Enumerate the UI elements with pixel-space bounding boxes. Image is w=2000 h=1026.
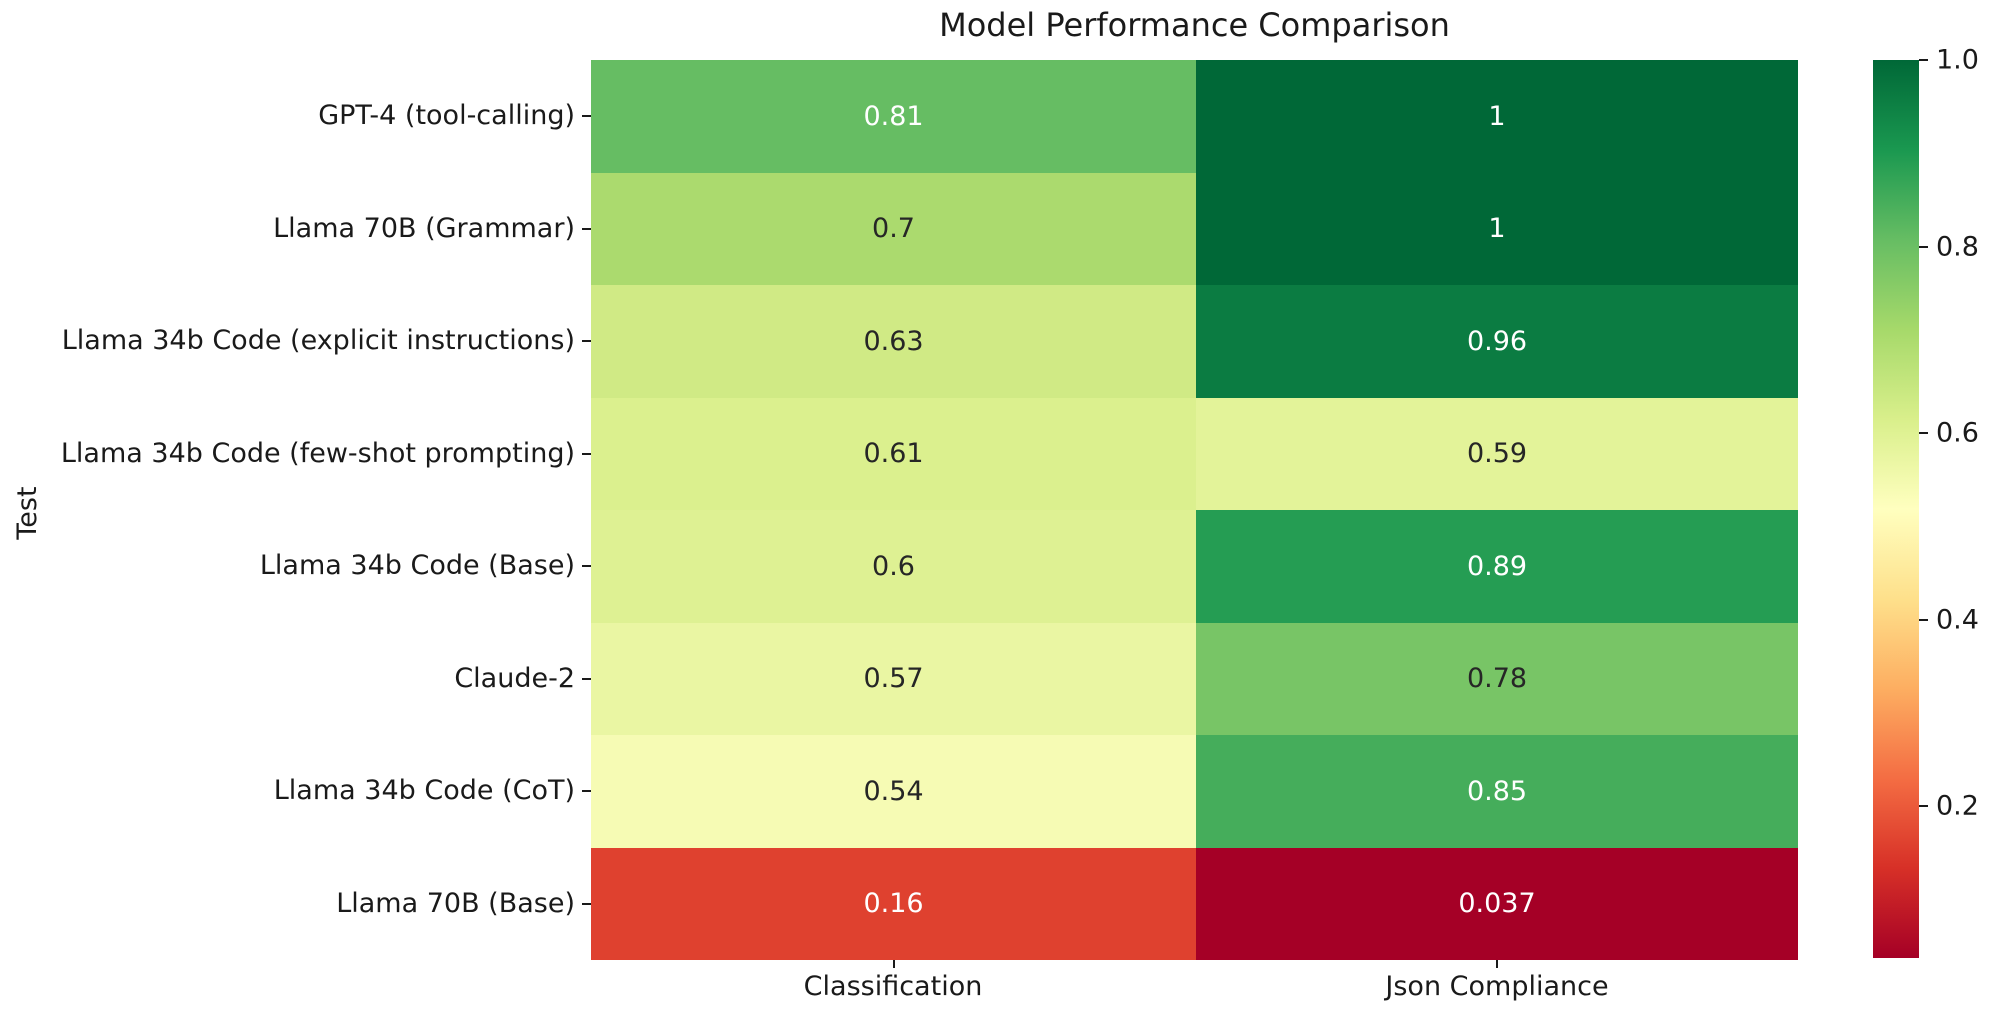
cell-value: 0.78 bbox=[1466, 663, 1528, 695]
heatmap-cell: 1 bbox=[1196, 60, 1798, 173]
colorbar-tick-label: 1.0 bbox=[1936, 44, 1979, 76]
cell-value: 0.16 bbox=[863, 888, 924, 920]
heatmap-cell: 0.16 bbox=[591, 847, 1196, 960]
y-tick-mark bbox=[582, 227, 591, 230]
colorbar-tick-mark bbox=[1919, 245, 1928, 248]
chart-title: Model Performance Comparison bbox=[939, 6, 1450, 44]
y-tick-mark bbox=[582, 677, 591, 680]
cell-value: 0.96 bbox=[1466, 325, 1528, 357]
colorbar: 1.0 0.8 0.6 0.4 0.2 bbox=[1873, 45, 1979, 958]
heatmap-cell: 0.037 bbox=[1196, 847, 1798, 960]
y-tick-label: Llama 34b Code (CoT) bbox=[273, 775, 575, 807]
cell-value: 1 bbox=[1488, 100, 1506, 132]
heatmap-cell: 0.89 bbox=[1196, 510, 1798, 623]
x-tick-label-json-compliance: Json Compliance bbox=[1385, 971, 1609, 1002]
cell-value: 0.57 bbox=[863, 663, 924, 695]
y-tick-label: GPT-4 (tool-calling) bbox=[318, 100, 575, 132]
cell-value: 0.59 bbox=[1466, 438, 1528, 470]
y-tick-mark bbox=[582, 790, 591, 793]
y-axis-title: Test bbox=[12, 486, 43, 540]
cell-value: 0.61 bbox=[863, 438, 924, 470]
x-tick-mark bbox=[1496, 960, 1498, 968]
cell-value: 0.037 bbox=[1458, 888, 1536, 920]
heatmap-cell: 0.57 bbox=[591, 622, 1196, 735]
cell-value: 0.81 bbox=[863, 100, 924, 132]
cell-value: 0.54 bbox=[863, 775, 924, 807]
heatmap-cell: 0.61 bbox=[591, 397, 1196, 510]
colorbar-tick-label: 0.2 bbox=[1936, 790, 1979, 822]
colorbar-tick-mark bbox=[1919, 432, 1928, 434]
heatmap-cell: 0.59 bbox=[1196, 397, 1798, 510]
heatmap-cell: 0.63 bbox=[591, 285, 1196, 398]
x-tick-mark bbox=[892, 960, 895, 968]
heatmap-cell: 0.78 bbox=[1196, 622, 1798, 735]
y-tick-mark bbox=[582, 340, 591, 343]
cell-value: 0.7 bbox=[872, 213, 915, 245]
cell-value: 0.89 bbox=[1466, 550, 1528, 582]
y-tick-label: Claude-2 bbox=[454, 662, 575, 694]
heatmap-cell: 0.6 bbox=[591, 510, 1196, 623]
colorbar-tick-mark bbox=[1919, 618, 1928, 621]
heatmap-cell: 0.96 bbox=[1196, 285, 1798, 398]
cell-value: 0.85 bbox=[1466, 775, 1528, 807]
heatmap-cell: 0.85 bbox=[1196, 735, 1798, 848]
colorbar-tick-label: 0.4 bbox=[1936, 604, 1979, 635]
y-tick-mark bbox=[582, 565, 591, 568]
heatmap-cell: 0.54 bbox=[591, 735, 1196, 848]
x-tick-label-classification: Classification bbox=[803, 971, 983, 1002]
y-tick-mark bbox=[582, 902, 591, 905]
colorbar-tick-label: 0.6 bbox=[1936, 417, 1979, 449]
colorbar-tick-label: 0.8 bbox=[1936, 231, 1979, 262]
colorbar-gradient bbox=[1873, 60, 1919, 958]
y-tick-label: Llama 70B (Grammar) bbox=[273, 212, 575, 244]
heatmap-cell: 1 bbox=[1196, 172, 1798, 285]
heatmap-grid: 0.81 1 0.7 1 0.63 0.96 0.61 0.59 0.6 0.89 0.57 0.78… bbox=[591, 60, 1798, 960]
y-tick-mark bbox=[582, 452, 591, 455]
y-tick-label: Llama 34b Code (few-shot prompting) bbox=[60, 437, 575, 469]
colorbar-tick-mark bbox=[1919, 59, 1928, 61]
y-tick-label: Llama 34b Code (Base) bbox=[259, 550, 575, 582]
cell-value: 1 bbox=[1488, 213, 1506, 245]
y-tick-label: Llama 70B (Base) bbox=[336, 887, 575, 919]
heatmap-cell: 0.81 bbox=[591, 60, 1196, 173]
colorbar-tick-mark bbox=[1919, 805, 1928, 807]
heatmap-cell: 0.7 bbox=[591, 172, 1196, 285]
y-tick-label: Llama 34b Code (explicit instructions) bbox=[61, 325, 575, 357]
y-tick-mark bbox=[582, 115, 591, 118]
cell-value: 0.63 bbox=[863, 325, 924, 357]
cell-value: 0.6 bbox=[872, 550, 915, 582]
